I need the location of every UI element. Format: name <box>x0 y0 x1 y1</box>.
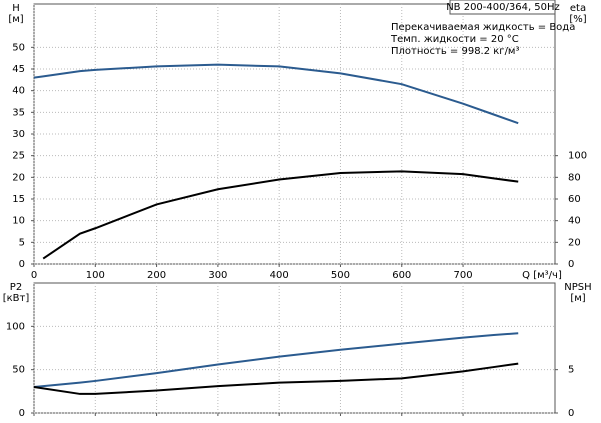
annotation: Темп. жидкости = 20 °C <box>390 34 519 45</box>
x-tick-label: 500 <box>331 270 350 281</box>
x-tick-label: 200 <box>147 270 166 281</box>
plot-frame <box>33 282 556 414</box>
y2-tick-label: 0 <box>568 408 574 419</box>
curve <box>33 332 519 388</box>
y2-tick-label: 5 <box>568 365 574 376</box>
y-tick-label: 0 <box>19 408 25 419</box>
curve <box>33 362 519 395</box>
x-tick-label: 100 <box>86 270 105 281</box>
y-tick-label: 5 <box>19 237 25 248</box>
y-axis-label: [кВт] <box>3 293 30 304</box>
x-axis-label: Q [м³/ч] <box>522 270 562 281</box>
y-tick-label: 0 <box>19 259 25 270</box>
y-tick-label: 20 <box>12 172 25 183</box>
annotation: Перекачиваемая жидкость = Вода <box>391 22 575 33</box>
y2-tick-label: 60 <box>568 194 581 205</box>
y-tick-label: 10 <box>12 216 25 227</box>
x-tick-label: 400 <box>270 270 289 281</box>
y2-axis-label: [м] <box>570 293 585 304</box>
y-tick-label: 40 <box>12 86 25 97</box>
y-tick-label: 50 <box>12 42 25 53</box>
title-box <box>449 0 556 15</box>
y2-tick-label: 100 <box>568 151 587 162</box>
annotation: Плотность = 998.2 кг/м³ <box>391 46 520 57</box>
x-tick-label: 700 <box>454 270 473 281</box>
x-tick-label: 0 <box>31 270 37 281</box>
y2-tick-label: 80 <box>568 172 581 183</box>
y2-axis-label: [%] <box>569 14 586 25</box>
y-tick-label: 15 <box>12 194 25 205</box>
y-tick-label: 30 <box>12 129 25 140</box>
y-tick-label: 50 <box>12 365 25 376</box>
y-tick-label: 45 <box>12 64 25 75</box>
curve <box>42 170 519 260</box>
y-tick-label: 100 <box>6 321 25 332</box>
y-tick-label: 25 <box>12 151 25 162</box>
y-axis-label: [м] <box>8 14 23 25</box>
x-tick-label: 600 <box>392 270 411 281</box>
y2-axis-label: NPSH <box>564 282 591 293</box>
y2-tick-label: 0 <box>568 259 574 270</box>
y-axis-label: P2 <box>10 282 22 293</box>
y2-tick-label: 20 <box>568 237 581 248</box>
y2-tick-label: 40 <box>568 216 581 227</box>
y-tick-label: 35 <box>12 107 25 118</box>
curve <box>33 63 519 125</box>
y2-axis-label: eta <box>570 3 586 14</box>
x-tick-label: 300 <box>208 270 227 281</box>
y-axis-label: H <box>12 3 20 14</box>
chart-title: NB 200-400/364, 50Hz <box>446 2 560 13</box>
